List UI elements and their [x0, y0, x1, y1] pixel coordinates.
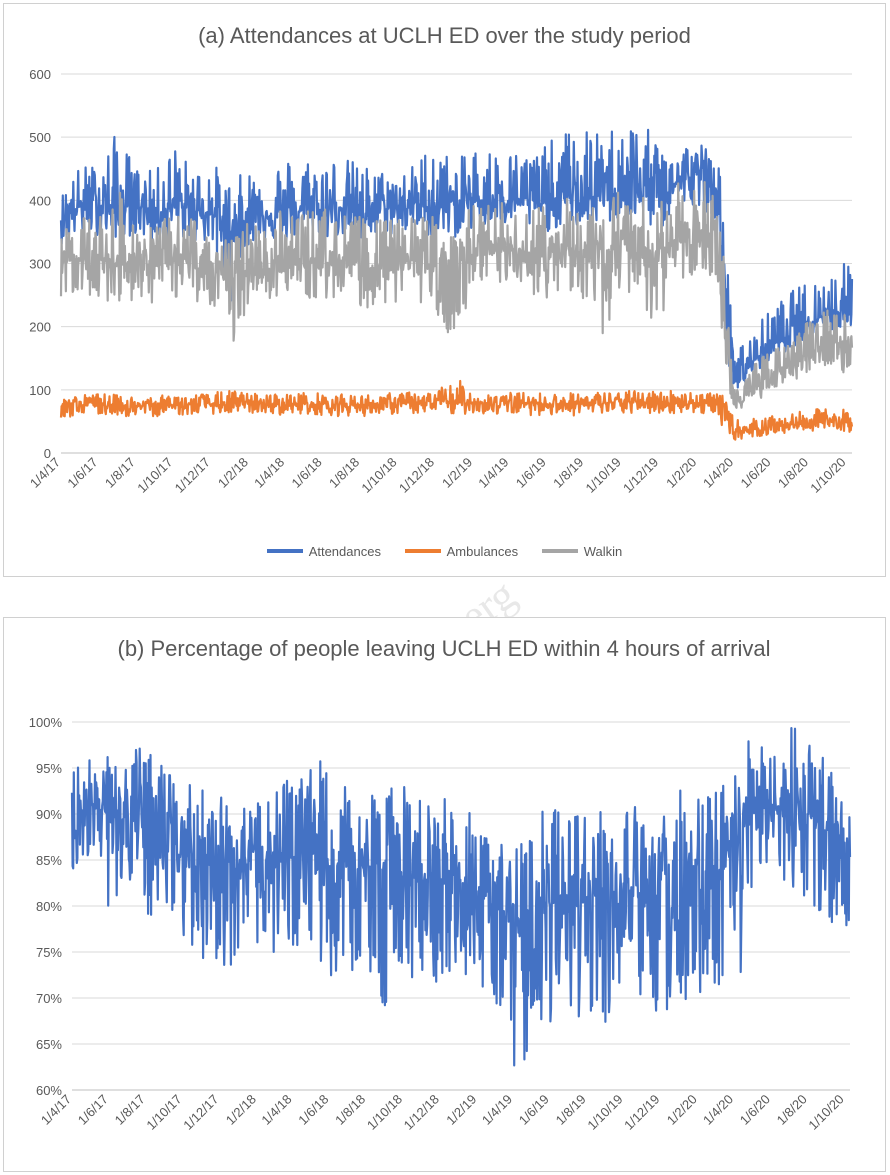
y-tick-label: 70% [36, 991, 62, 1006]
x-tick-label: 1/12/18 [401, 1092, 442, 1133]
x-tick-label: 1/2/20 [663, 455, 699, 491]
x-tick-label: 1/2/20 [664, 1092, 700, 1128]
y-tick-label: 600 [29, 67, 51, 82]
x-tick-label: 1/4/19 [479, 1092, 515, 1128]
x-tick-label: 1/6/18 [295, 1092, 331, 1128]
x-tick-label: 1/2/19 [443, 1092, 479, 1128]
y-tick-label: 60% [36, 1083, 62, 1098]
percentage-plot: 60%65%70%75%80%85%90%95%100%1/4/17 1/6/17… [29, 715, 852, 1133]
legend-item-walkin: Walkin [541, 543, 623, 559]
x-tick-label: 1/12/18 [396, 455, 437, 496]
chart-title-attendances: (a) Attendances at UCLH ED over the stud… [198, 23, 691, 48]
x-tick-label: 1/6/20 [737, 455, 773, 491]
y-tick-label: 100% [29, 715, 63, 730]
x-tick-label: 1/10/18 [364, 1092, 405, 1133]
x-tick-label: 1/10/20 [807, 455, 848, 496]
chart-panel-attendances: (a) Attendances at UCLH ED over the stud… [3, 3, 886, 577]
x-tick-label: 1/2/18 [223, 1092, 259, 1128]
series-line-ambulances [59, 379, 854, 441]
x-tick-label: 1/10/18 [358, 455, 399, 496]
y-tick-label: 90% [36, 807, 62, 822]
legend-label-ambulances: Ambulances [446, 543, 519, 559]
x-tick-label: 1/6/19 [516, 1092, 552, 1128]
y-tick-label: 95% [36, 761, 62, 776]
series-line-attendances [59, 128, 854, 389]
y-tick-label: 65% [36, 1037, 62, 1052]
x-tick-label: 1/10/19 [584, 1092, 625, 1133]
y-tick-label: 100 [29, 383, 51, 398]
x-tick-label: 1/8/17 [102, 455, 138, 491]
legend-swatch-attendances [266, 549, 303, 553]
x-tick-label: 1/2/19 [439, 455, 475, 491]
legend-swatch-ambulances [404, 549, 441, 553]
legend-label-walkin: Walkin [583, 543, 623, 559]
x-tick-label: 1/10/19 [583, 455, 624, 496]
x-tick-label: 1/6/17 [75, 1092, 111, 1128]
chart-title-percentage: (b) Percentage of people leaving UCLH ED… [117, 636, 771, 661]
series-line-percentage [70, 727, 852, 1067]
y-tick-label: 400 [29, 193, 51, 208]
x-tick-label: 1/12/19 [620, 455, 661, 496]
x-tick-label: 1/12/17 [180, 1092, 221, 1133]
series-line-walkin [59, 181, 854, 409]
legend-label-attendances: Attendances [308, 543, 381, 559]
y-tick-label: 200 [29, 320, 51, 335]
x-tick-label: 1/10/17 [134, 455, 175, 496]
x-tick-label: 1/10/17 [143, 1092, 184, 1133]
y-tick-label: 300 [29, 257, 51, 272]
x-tick-label: 1/8/20 [775, 455, 811, 491]
x-tick-label: 1/6/18 [289, 455, 325, 491]
x-tick-label: 1/4/18 [258, 1092, 294, 1128]
chart-panel-percentage: (b) Percentage of people leaving UCLH ED… [3, 617, 886, 1172]
x-tick-label: 1/8/18 [326, 455, 362, 491]
x-tick-label: 1/6/19 [513, 455, 549, 491]
x-tick-label: 1/6/20 [737, 1092, 773, 1128]
x-tick-label: 1/4/18 [251, 455, 287, 491]
legend-item-ambulances: Ambulances [404, 543, 519, 559]
legend-item-attendances: Attendances [266, 543, 381, 559]
y-tick-label: 75% [36, 945, 62, 960]
x-tick-label: 1/4/19 [475, 455, 511, 491]
y-tick-label: 80% [36, 899, 62, 914]
y-tick-label: 500 [29, 130, 51, 145]
x-tick-label: 1/2/18 [215, 455, 251, 491]
y-tick-label: 85% [36, 853, 62, 868]
x-tick-label: 1/8/19 [550, 455, 586, 491]
x-tick-label: 1/4/20 [700, 1092, 736, 1128]
chart-legend: Attendances Ambulances Walkin [4, 541, 885, 559]
x-tick-label: 1/12/17 [172, 455, 213, 496]
x-tick-label: 1/4/20 [700, 455, 736, 491]
x-tick-label: 1/12/19 [621, 1092, 662, 1133]
y-tick-label: 0 [44, 446, 51, 461]
legend-swatch-walkin [541, 549, 578, 553]
x-tick-label: 1/10/20 [805, 1092, 846, 1133]
x-tick-label: 1/6/17 [64, 455, 100, 491]
